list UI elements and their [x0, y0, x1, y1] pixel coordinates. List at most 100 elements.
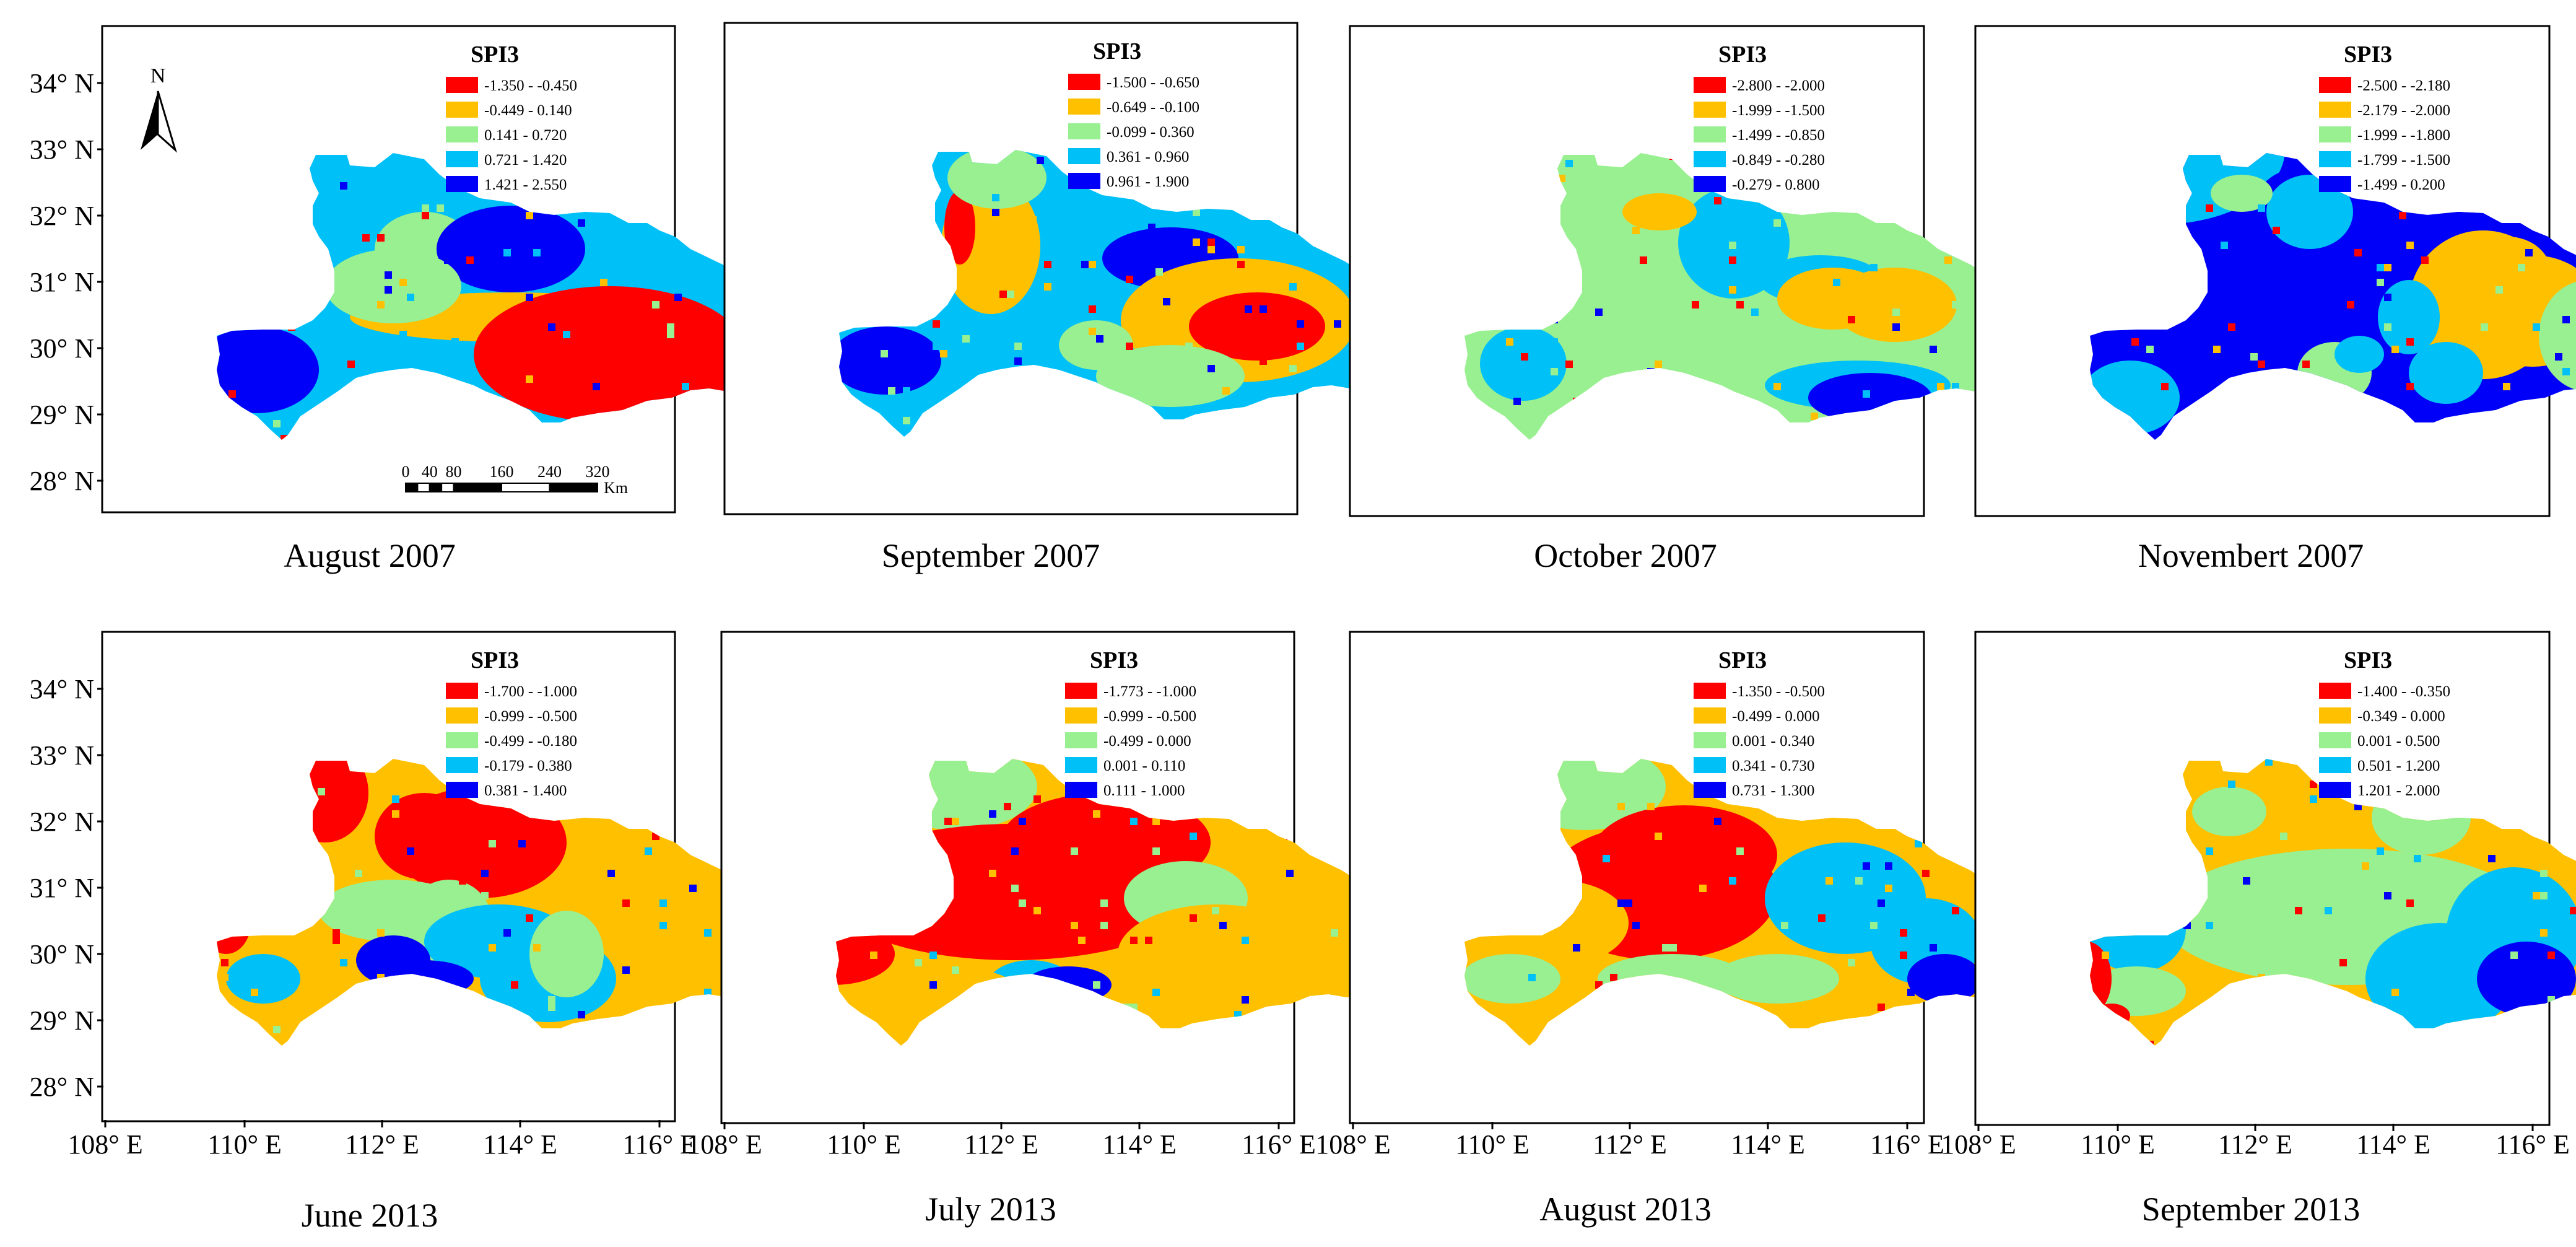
- raster-pixel: [1044, 261, 1051, 268]
- legend-swatch: [1694, 707, 1726, 724]
- raster-pixel: [2228, 781, 2235, 788]
- latitude-label: 30° N: [30, 333, 94, 364]
- raster-pixel: [548, 1004, 555, 1011]
- raster-pixel: [1297, 320, 1304, 328]
- raster-pixel: [667, 331, 674, 338]
- legend-label: -1.499 - -0.850: [1732, 127, 1825, 144]
- raster-pixel: [2562, 316, 2570, 323]
- raster-pixel: [422, 204, 429, 212]
- raster-pixel: [1885, 885, 1892, 892]
- raster-pixel: [929, 981, 937, 989]
- legend-swatch: [1694, 757, 1726, 773]
- raster-pixel: [347, 361, 355, 368]
- map-panel: SPI3 -1.350 - -0.450 -0.449 - 0.140 0.141 -…: [101, 25, 749, 574]
- raster-pixel: [1100, 922, 1108, 929]
- raster-pixel: [2414, 855, 2421, 862]
- raster-pixel: [1870, 922, 1878, 929]
- raster-pixel: [533, 944, 541, 952]
- raster-pixel: [999, 291, 1007, 298]
- raster-pixel: [526, 825, 533, 833]
- raster-pixel: [1930, 204, 1937, 212]
- legend-label: 0.381 - 1.400: [484, 782, 567, 799]
- legend-swatch: [446, 77, 478, 93]
- legend-label: -0.999 - -0.500: [484, 708, 577, 725]
- raster-pixel: [2443, 375, 2451, 383]
- legend-label: 0.501 - 1.200: [2357, 758, 2440, 774]
- longitude-label: 116° E: [1870, 1129, 1944, 1160]
- legend-swatch: [1694, 102, 1726, 118]
- raster-pixel: [399, 279, 407, 286]
- raster-pixel: [2102, 952, 2109, 959]
- raster-pixel: [548, 996, 555, 1004]
- raster-pixel: [667, 323, 674, 331]
- region-class-patch: [836, 923, 895, 985]
- raster-pixel: [593, 264, 600, 271]
- raster-pixel: [548, 323, 555, 331]
- legend-swatch: [2319, 151, 2351, 167]
- raster-pixel: [697, 825, 704, 833]
- raster-pixel: [1825, 877, 1833, 885]
- raster-pixel: [992, 209, 999, 216]
- raster-pixel: [1163, 298, 1170, 305]
- legend-label: 0.731 - 1.300: [1732, 782, 1814, 799]
- latitude-label: 29° N: [30, 1005, 94, 1036]
- latitude-label: 29° N: [30, 400, 94, 430]
- legend-swatch: [1065, 782, 1097, 798]
- panel-caption: August 2013: [1539, 1191, 1712, 1228]
- region-class-patch: [1833, 268, 1957, 342]
- raster-pixel: [1004, 803, 1011, 810]
- legend: SPI3 -2.800 - -2.000 -1.999 - -1.500 -1.499…: [1694, 42, 1825, 193]
- legend-label: -0.279 - 0.800: [1732, 177, 1820, 193]
- longitude-label: 108° E: [1315, 1129, 1390, 1160]
- raster-pixel: [526, 914, 533, 922]
- raster-pixel: [1967, 766, 1974, 773]
- raster-pixel: [2295, 907, 2302, 914]
- region-class-patch: [474, 286, 746, 422]
- raster-pixel: [1145, 937, 1152, 944]
- longitude-label: 110° E: [207, 1129, 282, 1160]
- raster-pixel: [2488, 855, 2496, 862]
- raster-pixel: [1781, 922, 1788, 929]
- panel-caption: July 2013: [925, 1191, 1056, 1228]
- legend-label: -1.499 - 0.200: [2357, 177, 2445, 193]
- legend-label: -0.999 - -0.500: [1103, 708, 1196, 725]
- legend-swatch: [1068, 173, 1100, 189]
- raster-pixel: [481, 870, 489, 877]
- raster-pixel: [1148, 224, 1155, 231]
- raster-pixel: [1617, 803, 1625, 810]
- raster-pixel: [2540, 870, 2548, 877]
- legend-swatch: [1068, 123, 1100, 139]
- raster-pixel: [578, 219, 585, 227]
- raster-pixel: [1011, 885, 1019, 892]
- raster-pixel: [1610, 974, 1617, 981]
- raster-pixel: [399, 331, 407, 338]
- raster-pixel: [1878, 1004, 1885, 1011]
- latitude-label: 34° N: [30, 68, 94, 98]
- raster-pixel: [1096, 335, 1103, 343]
- raster-pixel: [652, 301, 659, 308]
- raster-pixel: [2496, 286, 2503, 294]
- latitude-label: 33° N: [30, 134, 94, 165]
- legend: SPI3 -1.773 - -1.000 -0.999 - -0.500 -0.499…: [1065, 647, 1196, 799]
- raster-pixel: [2406, 383, 2414, 390]
- raster-pixel: [1301, 773, 1308, 781]
- region-class-patch: [1622, 193, 1697, 230]
- raster-pixel: [221, 974, 228, 981]
- raster-pixel: [228, 390, 236, 398]
- raster-pixel: [2510, 952, 2518, 959]
- raster-pixel: [704, 989, 711, 996]
- legend-swatch: [1065, 732, 1097, 748]
- raster-pixel: [2377, 279, 2384, 286]
- legend: SPI3 -1.400 - -0.350 -0.349 - 0.000 0.001 -…: [2319, 647, 2450, 799]
- raster-pixel: [2406, 242, 2414, 249]
- raster-pixel: [1773, 383, 1781, 390]
- legend-label: -0.849 - -0.280: [1732, 152, 1825, 168]
- raster-pixel: [704, 390, 711, 398]
- raster-pixel: [2265, 759, 2273, 766]
- longitude-label: 116° E: [1242, 1129, 1316, 1160]
- raster-pixel: [1892, 308, 1900, 316]
- raster-pixel: [2391, 346, 2399, 353]
- raster-pixel: [1573, 944, 1580, 952]
- legend-label: 0.721 - 1.420: [484, 152, 567, 168]
